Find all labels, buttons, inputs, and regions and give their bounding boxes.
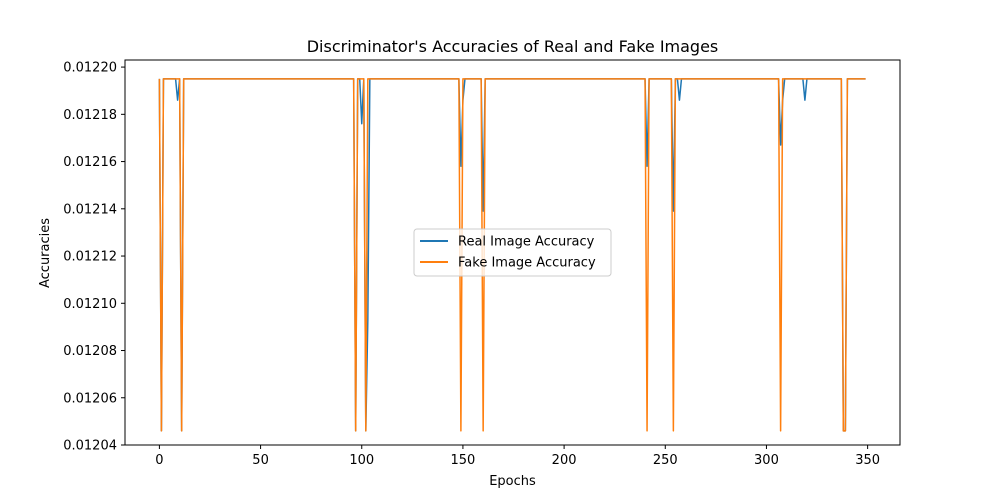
x-tick-label: 300 (754, 453, 779, 468)
y-tick-label: 0.01204 (63, 439, 117, 454)
y-tick-label: 0.01210 (63, 297, 117, 312)
x-tick-label: 150 (451, 453, 476, 468)
chart-title: Discriminator's Accuracies of Real and F… (307, 37, 719, 56)
y-tick-label: 0.01212 (63, 250, 117, 265)
y-tick-label: 0.01214 (63, 202, 117, 217)
x-axis: 0 50 100 150 200 250 300 350 (155, 445, 880, 468)
y-tick-label: 0.01220 (63, 61, 117, 76)
y-axis-title: Accuracies (38, 218, 53, 288)
plot-area (158, 78, 866, 432)
y-tick-label: 0.01206 (63, 391, 117, 406)
y-tick-label: 0.01218 (63, 108, 117, 123)
x-tick-label: 250 (653, 453, 678, 468)
x-axis-title: Epochs (489, 474, 536, 489)
legend: Real Image Accuracy Fake Image Accuracy (413, 228, 612, 277)
plot-frame (124, 59, 901, 446)
x-tick-label: 50 (252, 453, 269, 468)
legend-box (413, 228, 612, 277)
x-tick-label: 350 (855, 453, 880, 468)
legend-label-real: Real Image Accuracy (458, 235, 595, 250)
y-tick-label: 0.01216 (63, 155, 117, 170)
x-tick-label: 100 (349, 453, 374, 468)
x-tick-label: 200 (552, 453, 577, 468)
y-axis: 0.01204 0.01206 0.01208 0.01210 0.01212 0.012… (63, 61, 125, 454)
x-tick-label: 0 (155, 453, 163, 468)
series-line-fake (158, 78, 866, 432)
legend-label-fake: Fake Image Accuracy (458, 256, 596, 271)
y-tick-label: 0.01208 (63, 344, 117, 359)
